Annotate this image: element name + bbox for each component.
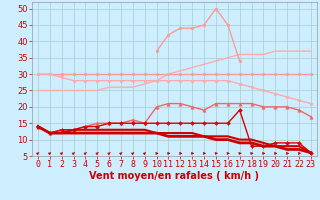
X-axis label: Vent moyen/en rafales ( km/h ): Vent moyen/en rafales ( km/h ) [89, 171, 260, 181]
